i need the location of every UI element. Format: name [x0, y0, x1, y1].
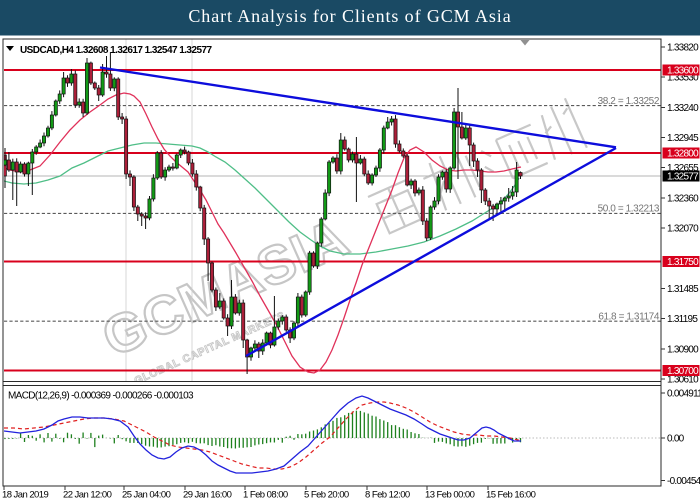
- svg-text:1.32360: 1.32360: [667, 194, 699, 205]
- svg-text:25 Jan 04:00: 25 Jan 04:00: [122, 490, 171, 500]
- svg-text:1.33820: 1.33820: [667, 43, 699, 54]
- svg-text:-0.00454: -0.00454: [667, 476, 700, 487]
- svg-text:29 Jan 16:00: 29 Jan 16:00: [183, 490, 232, 500]
- svg-text:1.31195: 1.31195: [667, 314, 698, 325]
- svg-text:1.32800: 1.32800: [667, 149, 699, 160]
- svg-text:13 Feb 00:00: 13 Feb 00:00: [425, 490, 475, 500]
- svg-text:22 Jan 12:00: 22 Jan 12:00: [63, 490, 112, 500]
- svg-text:1.33600: 1.33600: [667, 66, 699, 77]
- svg-text:1.30900: 1.30900: [667, 345, 699, 356]
- svg-text:1.32655: 1.32655: [667, 163, 699, 174]
- svg-text:1.32945: 1.32945: [667, 133, 699, 144]
- svg-text:1.32577: 1.32577: [667, 172, 699, 183]
- svg-text:5 Feb 20:00: 5 Feb 20:00: [304, 490, 349, 500]
- svg-text:1 Feb 08:00: 1 Feb 08:00: [243, 490, 288, 500]
- svg-text:1.31485: 1.31485: [667, 284, 699, 295]
- svg-text:61.8 = 1.31174: 61.8 = 1.31174: [598, 311, 660, 322]
- svg-text:0.004911: 0.004911: [667, 389, 700, 400]
- svg-text:USDCAD,H4 1.32608 1.32617 1.3: USDCAD,H4 1.32608 1.32617 1.32547 1.3257…: [20, 45, 212, 56]
- svg-text:18 Jan 2019: 18 Jan 2019: [2, 490, 49, 500]
- svg-text:1.33240: 1.33240: [667, 103, 699, 114]
- svg-text:8 Feb 12:00: 8 Feb 12:00: [365, 490, 410, 500]
- svg-text:1.32070: 1.32070: [667, 224, 699, 235]
- svg-text:MACD(12,26,9) -0.000369 -0.000: MACD(12,26,9) -0.000369 -0.000266 -0.000…: [8, 391, 194, 402]
- svg-text:1.30610: 1.30610: [667, 375, 699, 386]
- svg-text:1.33530: 1.33530: [667, 73, 699, 84]
- svg-text:50.0 = 1.32213: 50.0 = 1.32213: [598, 204, 660, 215]
- svg-text:Chart Analysis for Clients of: Chart Analysis for Clients of GCM Asia: [188, 6, 511, 26]
- svg-text:1.31750: 1.31750: [667, 257, 699, 268]
- svg-text:0.00: 0.00: [667, 434, 685, 445]
- svg-text:15 Feb 16:00: 15 Feb 16:00: [486, 490, 536, 500]
- svg-text:38.2 = 1.33252: 38.2 = 1.33252: [598, 96, 660, 107]
- svg-text:1.30700: 1.30700: [667, 366, 699, 377]
